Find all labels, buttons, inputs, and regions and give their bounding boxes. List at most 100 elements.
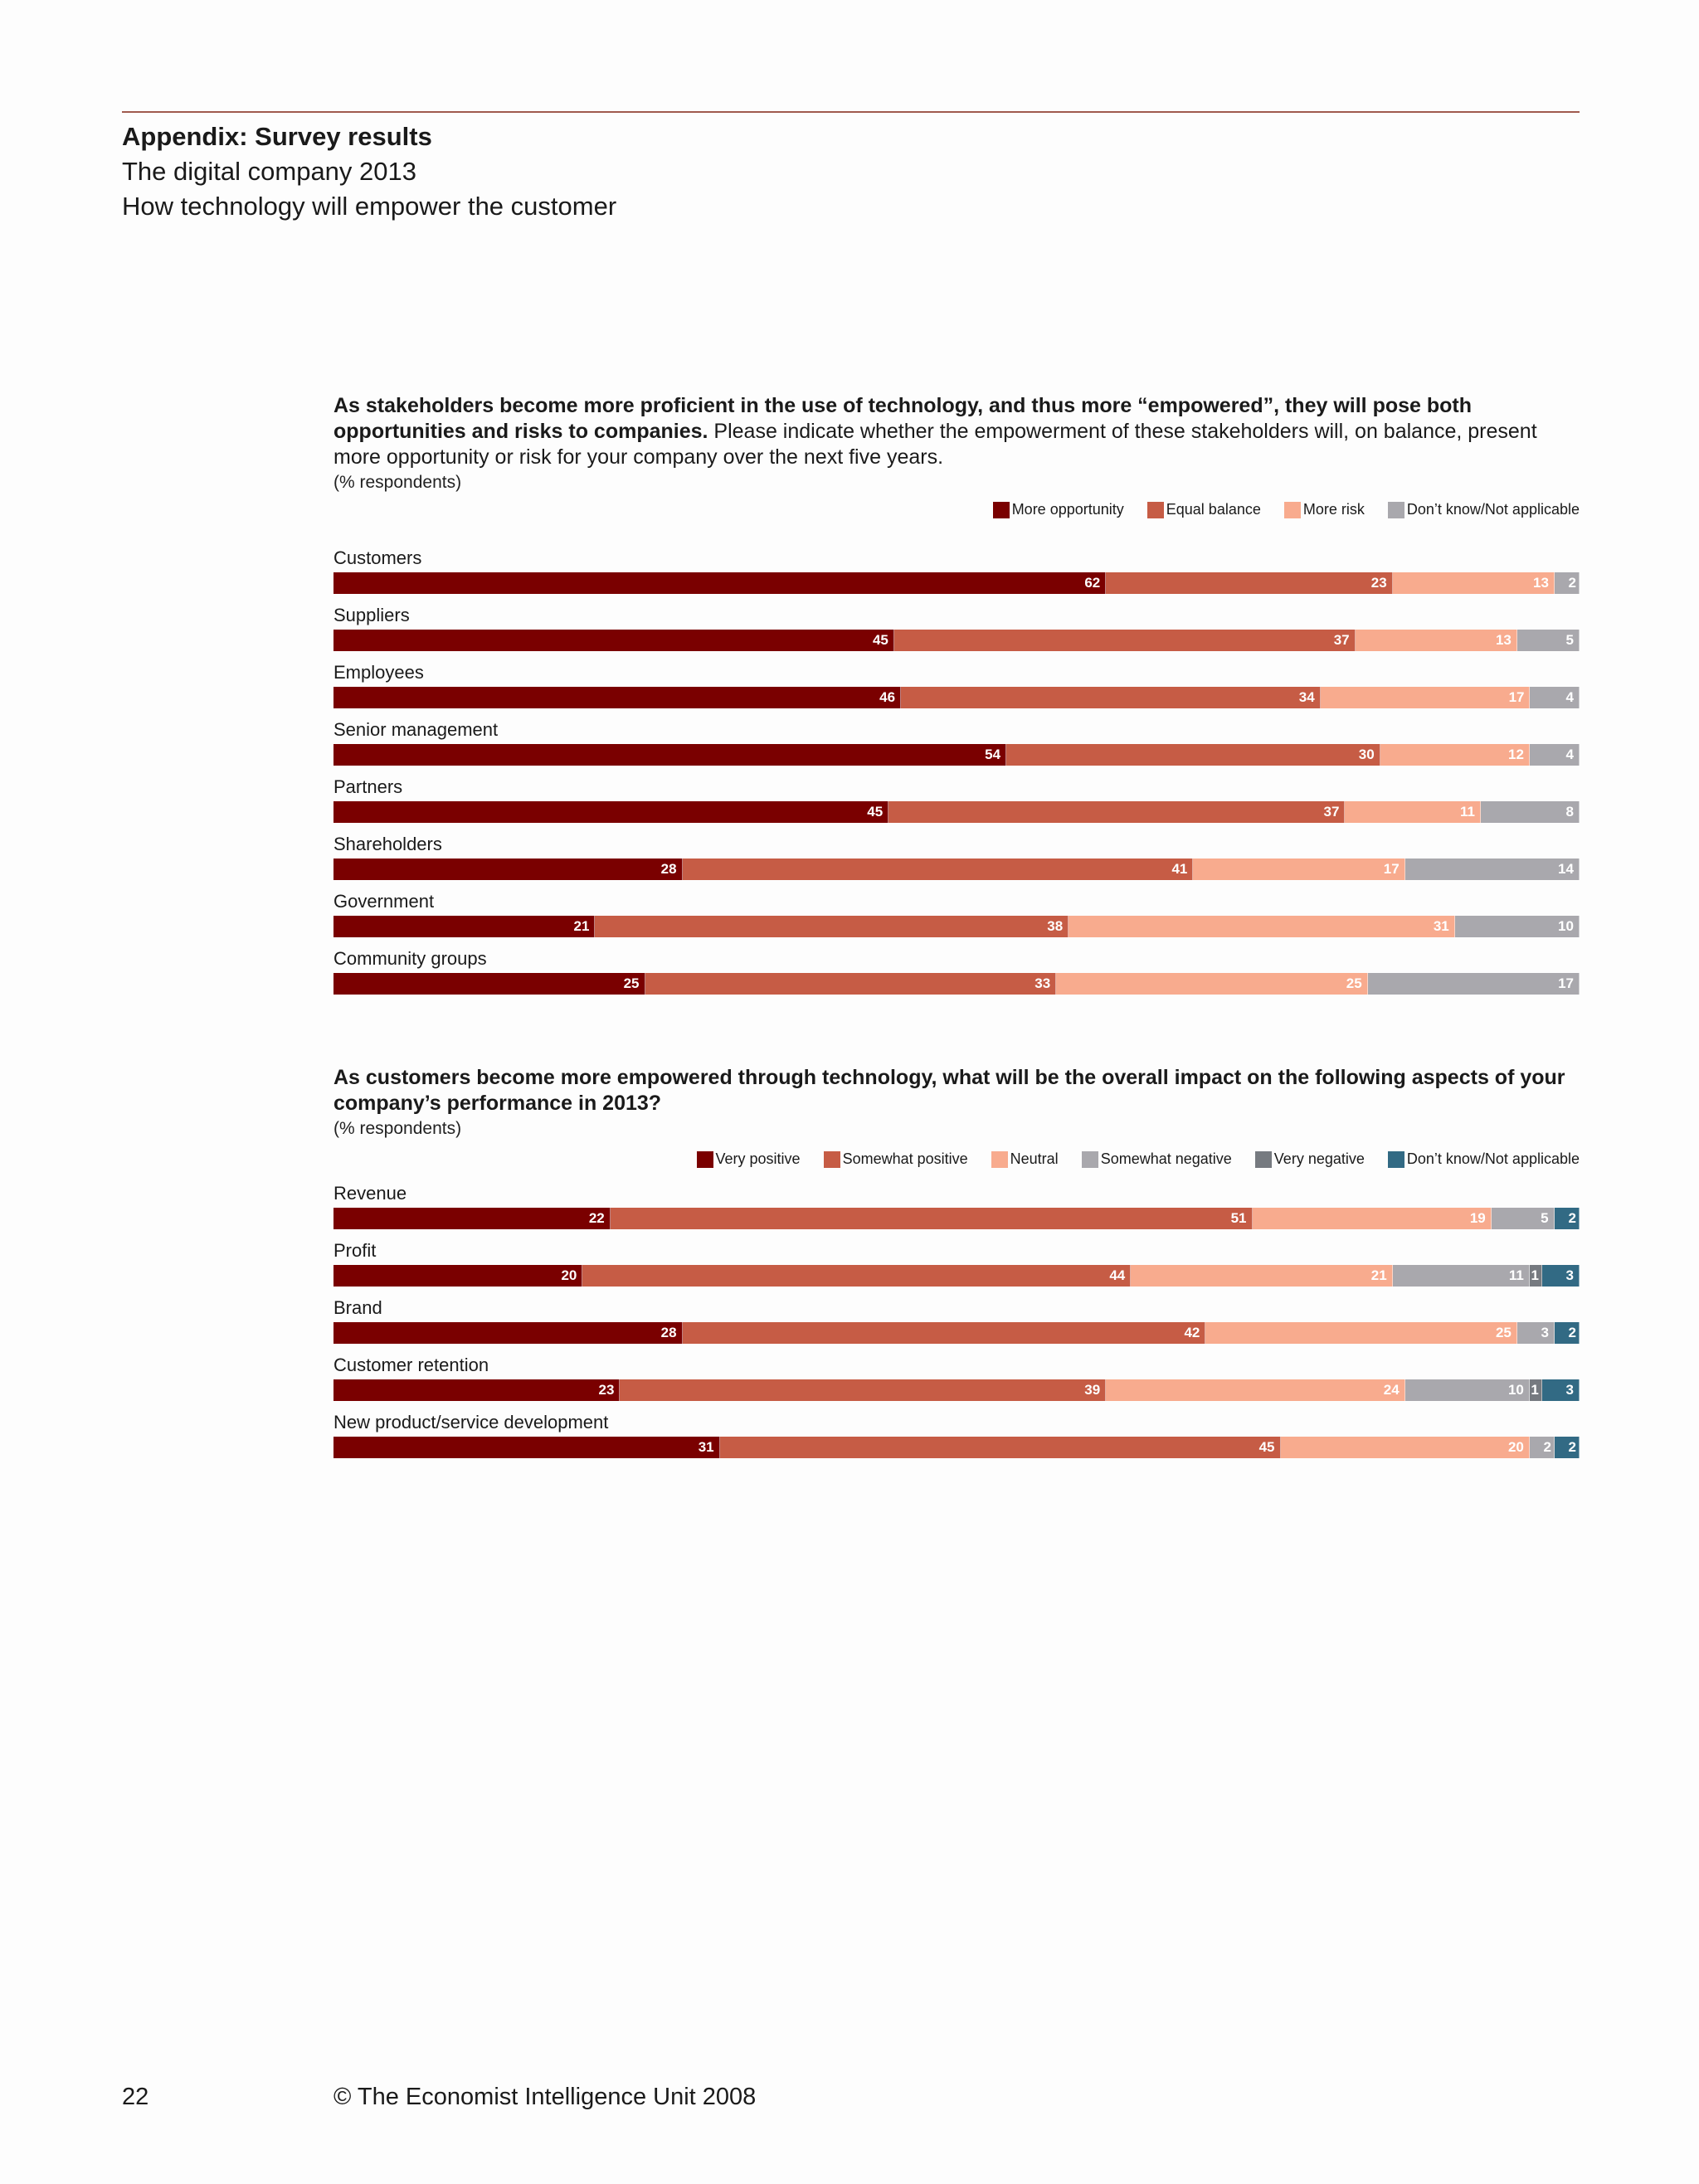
bar-segment-more-risk: 13	[1392, 572, 1555, 594]
stacked-bar: 31 45 20 2 2	[333, 1437, 1580, 1458]
data-label: 3	[1565, 1382, 1574, 1398]
data-label: 5	[1541, 1210, 1549, 1226]
stacked-bar: 45 37 11 8	[333, 801, 1580, 823]
data-label: 31	[1433, 918, 1449, 934]
bar-segment-equal-balance: 41	[682, 859, 1194, 880]
bar-segment-more-opportunity: 62	[333, 572, 1107, 594]
bar-row-customers: Customers 62 23 13 2	[333, 547, 1580, 594]
data-label: 4	[1565, 747, 1574, 762]
bar-row-profit: Profit 20 44 21 11 1 3	[333, 1240, 1580, 1287]
report-subtitle: How technology will empower the customer	[122, 192, 617, 221]
section-title: Appendix: Survey results	[122, 122, 432, 151]
bar-segment-more-risk: 17	[1193, 859, 1405, 880]
category-label: Shareholders	[333, 834, 442, 854]
stacked-bar: 20 44 21 11 1 3	[333, 1265, 1580, 1287]
bar-segment-don-t-know-not-applicable: 2	[1554, 572, 1580, 594]
bar-segment-equal-balance: 34	[901, 687, 1321, 708]
legend-swatch	[1387, 501, 1404, 518]
legend-item-don-t-know-not-applicable: Don’t know/Not applicable	[1387, 1150, 1580, 1168]
legend-swatch	[991, 1150, 1008, 1168]
data-label: 30	[1358, 747, 1375, 762]
page-header: Appendix: Survey results The digital com…	[122, 119, 616, 224]
bar-segment-don-t-know-not-applicable: 17	[1367, 973, 1580, 995]
legend-item-more-risk: More risk	[1283, 501, 1365, 518]
stacked-bar: 62 23 13 2	[333, 572, 1580, 594]
legend-label: Very positive	[715, 1150, 801, 1167]
bar-segment-don-t-know-not-applicable: 2	[1554, 1208, 1580, 1229]
bar-segment-somewhat-positive: 45	[719, 1437, 1281, 1458]
data-label: 34	[1298, 689, 1315, 705]
data-label: 2	[1568, 1325, 1576, 1340]
bar-segment-more-risk: 17	[1320, 687, 1531, 708]
data-label: 37	[1333, 632, 1350, 648]
bar-row-revenue: Revenue 22 51 19 5 2	[333, 1183, 1580, 1229]
data-label: 31	[698, 1439, 714, 1455]
data-label: 28	[660, 1325, 677, 1340]
customer-impact-chart: As customers become more empowered throu…	[333, 1065, 1580, 1463]
data-label: 20	[1507, 1439, 1524, 1455]
data-label: 17	[1558, 975, 1574, 991]
data-label: 23	[598, 1382, 615, 1398]
bar-segment-don-t-know-not-applicable: 2	[1554, 1437, 1580, 1458]
data-label: 14	[1558, 861, 1574, 877]
bar-segment-don-t-know-not-applicable: 8	[1481, 801, 1580, 823]
bar-segment-neutral: 19	[1252, 1208, 1492, 1229]
legend-label: More opportunity	[1011, 501, 1124, 518]
bar-segment-more-opportunity: 28	[333, 859, 683, 880]
stacked-bar: 22 51 19 5 2	[333, 1208, 1580, 1229]
bar-segment-don-t-know-not-applicable: 4	[1529, 744, 1580, 766]
bar-segment-more-opportunity: 25	[333, 973, 645, 995]
bar-segment-don-t-know-not-applicable: 14	[1404, 859, 1580, 880]
data-label: 12	[1507, 747, 1524, 762]
bar-segment-very-negative: 1	[1529, 1265, 1542, 1287]
bar-segment-somewhat-negative: 11	[1392, 1265, 1530, 1287]
page-number: 22	[122, 2084, 149, 2110]
data-label: 28	[660, 861, 677, 877]
data-label: 10	[1507, 1382, 1524, 1398]
data-label: 10	[1558, 918, 1574, 934]
chart-question: As customers become more empowered throu…	[333, 1065, 1580, 1116]
data-label: 25	[623, 975, 640, 991]
data-label: 33	[1034, 975, 1051, 991]
bar-row-employees: Employees 46 34 17 4	[333, 662, 1580, 708]
category-label: Brand	[333, 1297, 382, 1318]
bar-segment-somewhat-positive: 51	[610, 1208, 1253, 1229]
chart-unit: (% respondents)	[333, 1119, 462, 1138]
category-label: Profit	[333, 1240, 377, 1261]
stacked-bar: 28 41 17 14	[333, 859, 1580, 880]
legend-label: Somewhat positive	[842, 1150, 968, 1167]
bar-segment-more-risk: 13	[1355, 630, 1517, 651]
bar-segment-more-risk: 12	[1380, 744, 1530, 766]
bar-segment-more-opportunity: 54	[333, 744, 1007, 766]
legend-item-very-negative: Very negative	[1254, 1150, 1365, 1168]
data-label: 39	[1084, 1382, 1101, 1398]
category-label: Government	[333, 891, 435, 912]
data-label: 37	[1323, 804, 1340, 820]
data-label: 20	[561, 1267, 577, 1283]
stacked-bar: 21 38 31 10	[333, 916, 1580, 937]
bar-segment-neutral: 21	[1131, 1265, 1393, 1287]
bar-segment-more-opportunity: 45	[333, 630, 894, 651]
bar-segment-neutral: 25	[1205, 1322, 1517, 1344]
bar-segment-equal-balance: 23	[1106, 572, 1393, 594]
bar-segment-more-risk: 31	[1069, 916, 1455, 937]
category-label: Revenue	[333, 1183, 407, 1204]
stakeholder-empowerment-chart: As stakeholders become more proficient i…	[333, 393, 1580, 995]
bar-segment-equal-balance: 37	[888, 801, 1346, 823]
data-label: 5	[1565, 632, 1574, 648]
data-label: 2	[1543, 1439, 1551, 1455]
bar-segment-equal-balance: 33	[645, 973, 1057, 995]
bar-segment-somewhat-negative: 10	[1404, 1379, 1530, 1401]
category-label: New product/service development	[333, 1412, 609, 1432]
bar-segment-somewhat-positive: 44	[582, 1265, 1132, 1287]
category-label: Customer retention	[333, 1355, 489, 1375]
data-label: 25	[1495, 1325, 1512, 1340]
bar-segment-very-positive: 28	[333, 1322, 683, 1344]
legend-label: Equal balance	[1166, 501, 1261, 518]
bar-segment-somewhat-negative: 5	[1491, 1208, 1555, 1229]
category-label: Community groups	[333, 948, 487, 969]
category-label: Customers	[333, 547, 422, 568]
data-label: 45	[872, 632, 888, 648]
data-label: 1	[1531, 1382, 1539, 1398]
legend-item-very-positive: Very positive	[696, 1150, 801, 1168]
